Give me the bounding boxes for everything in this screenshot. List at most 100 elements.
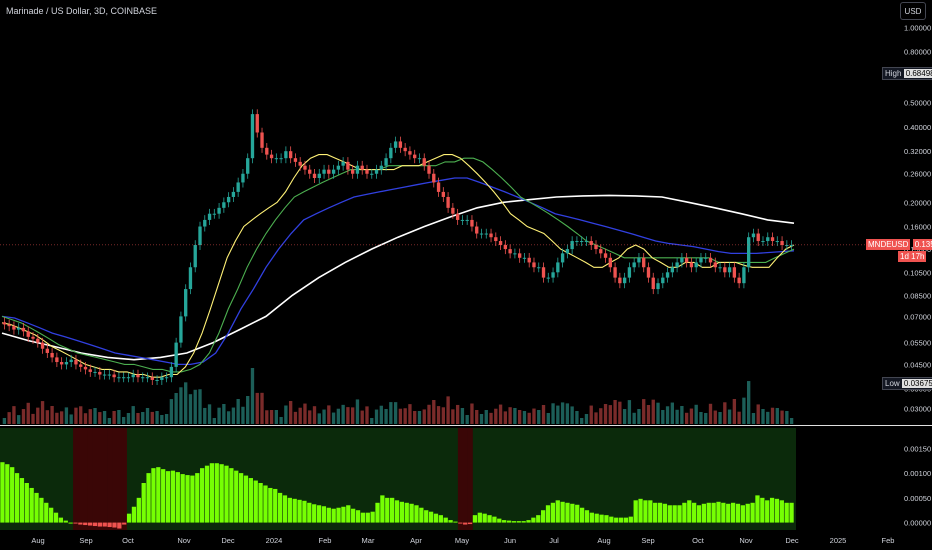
- time-axis[interactable]: Aug Sep Oct Nov Dec 2024 Feb Mar Apr May Jun Jul Aug…: [31, 536, 894, 545]
- volume-bar: [246, 396, 250, 424]
- volume-bar: [31, 413, 35, 424]
- volume-bar: [36, 407, 40, 424]
- volume-bar: [226, 411, 231, 424]
- volume-bar: [484, 410, 488, 424]
- volume-bar: [513, 408, 517, 424]
- oscillator-bg-negative: [77, 428, 84, 530]
- oscillator-bar: [24, 483, 29, 523]
- candle-body: [460, 219, 465, 221]
- volume-bar: [646, 405, 651, 424]
- oscillator-bar: [487, 515, 492, 523]
- candle-body: [145, 377, 150, 379]
- volume-bar: [141, 412, 145, 424]
- high-tag: High 0.68498: [882, 67, 932, 80]
- symbol-price-tag: MNDEUSD 0.13515: [866, 239, 932, 250]
- time-tick-label: Jun: [504, 536, 516, 545]
- volume-bar: [164, 414, 169, 424]
- candle-body: [546, 277, 550, 279]
- volume-bar: [403, 408, 407, 424]
- candle-body: [370, 173, 374, 175]
- oscillator-bar: [63, 520, 68, 523]
- oscillator-bar: [584, 510, 590, 523]
- volume-bar: [670, 402, 675, 424]
- volume-bar: [98, 412, 102, 424]
- volume-bar: [775, 408, 779, 424]
- oscillator-bar: [735, 503, 741, 523]
- volume-bar: [351, 407, 355, 424]
- candle-body: [489, 233, 493, 238]
- ma-slow-line: [1, 177, 795, 366]
- oscillator-bar: [453, 521, 458, 523]
- high-tag-label: High: [885, 69, 902, 78]
- oscillator-bar: [711, 502, 716, 523]
- volume-bar: [560, 402, 565, 424]
- oscillator-bar: [141, 483, 146, 523]
- volume-bar: [694, 404, 698, 424]
- oscillator-bar: [253, 480, 258, 523]
- oscillator-bar: [273, 488, 278, 523]
- candle-body: [584, 241, 589, 243]
- oscillator-bar: [370, 511, 375, 523]
- candle-body: [102, 374, 107, 376]
- candle-body: [727, 267, 732, 273]
- volume-bar: [293, 411, 298, 424]
- volume-bar: [112, 411, 116, 424]
- candle-body: [475, 226, 479, 234]
- oscillator-bar: [34, 492, 39, 523]
- volume-bar: [370, 418, 374, 424]
- candle-body: [164, 377, 169, 379]
- ma-mid-line: [1, 157, 795, 373]
- candle-body: [589, 241, 593, 245]
- volume-bar: [594, 412, 598, 424]
- price-axis[interactable]: 1.000000.800000.650000.500000.400000.320…: [904, 23, 931, 413]
- volume-bar: [575, 411, 579, 424]
- time-tick-label: Aug: [31, 536, 44, 545]
- candle-body: [255, 114, 259, 133]
- volume-bar: [374, 409, 379, 424]
- oscillator-bar: [779, 500, 784, 523]
- candle-body: [618, 277, 622, 284]
- candle-body: [413, 154, 417, 159]
- volume-bar: [446, 396, 450, 424]
- candle-body: [498, 241, 503, 245]
- volume-bar: [766, 411, 770, 424]
- volume-bar: [723, 402, 727, 424]
- candle-body: [336, 165, 341, 170]
- volume-bar: [222, 404, 226, 424]
- oscillator-bar: [536, 515, 541, 523]
- volume-bar: [618, 401, 622, 424]
- oscillator-bar: [609, 516, 614, 523]
- oscillator-bar: [185, 475, 190, 523]
- oscillator-bar: [618, 517, 624, 523]
- oscillator-bg-negative: [87, 428, 93, 530]
- candle-body: [203, 219, 207, 227]
- volume-bar: [341, 404, 345, 424]
- oscillator-bar: [277, 492, 283, 523]
- oscillator-bar: [97, 522, 102, 527]
- oscillator-bg-negative: [73, 428, 79, 530]
- candle-body: [222, 202, 226, 208]
- oscillator-bar: [297, 499, 302, 523]
- oscillator-bar: [760, 497, 765, 523]
- candle-body: [646, 267, 651, 278]
- volume-bar: [17, 415, 21, 424]
- currency-button[interactable]: USD: [900, 2, 926, 20]
- candle-body: [513, 253, 517, 255]
- candle-body: [341, 161, 345, 166]
- oscillator-bar: [477, 512, 482, 523]
- candle-body: [670, 267, 675, 273]
- countdown-tag: 1d 17h: [898, 251, 927, 262]
- oscillator-bar: [696, 505, 702, 523]
- oscillator-bar: [614, 517, 619, 523]
- candle-body: [207, 213, 212, 220]
- oscillator-bar: [73, 522, 78, 524]
- volume-bar: [756, 404, 760, 424]
- candle-body: [284, 151, 288, 159]
- volume-bar: [308, 410, 312, 424]
- oscillator-bar: [550, 502, 556, 523]
- oscillator-bar: [433, 513, 439, 523]
- oscillator-axis[interactable]: 0.00150 0.00100 0.00050 0.00000: [904, 444, 931, 527]
- oscillator-bar: [570, 503, 575, 523]
- oscillator-bar: [599, 514, 604, 523]
